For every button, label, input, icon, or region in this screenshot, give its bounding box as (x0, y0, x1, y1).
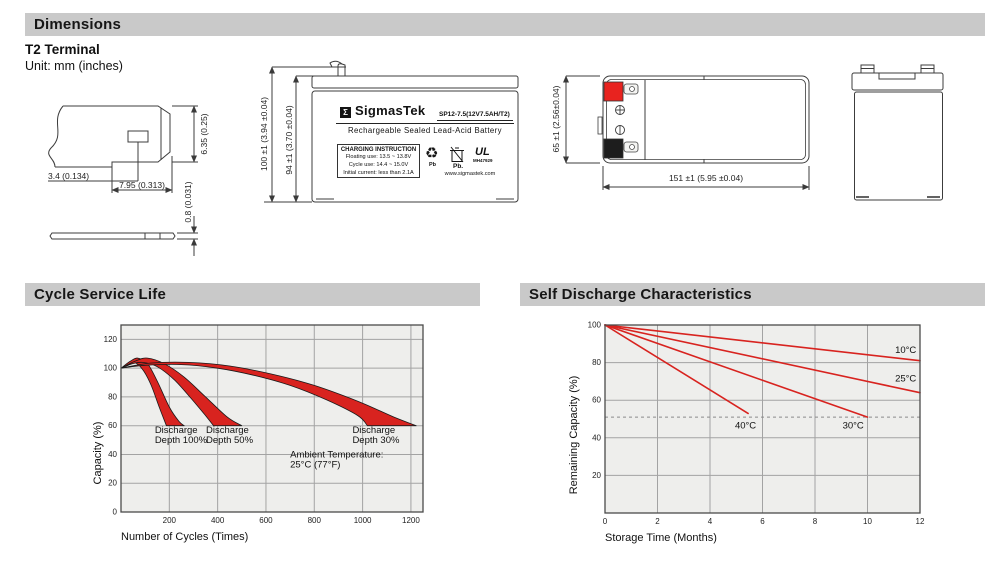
svg-text:100: 100 (104, 364, 118, 373)
brand-name: SigmasTek (355, 103, 426, 118)
svg-text:1000: 1000 (354, 516, 372, 525)
model-number: SP12-7.5(12V7.5AH/T2) (439, 111, 510, 118)
terminal-detail-drawing (48, 105, 198, 256)
dim-top-view-width: 151 ±1 (5.95 ±0.04) (668, 173, 744, 183)
charging-line-2: Cycle use: 14.4 ~ 15.0V (348, 162, 409, 169)
svg-text:Discharge: Discharge (155, 425, 198, 436)
svg-text:Storage Time (Months): Storage Time (Months) (605, 532, 717, 544)
svg-text:80: 80 (108, 392, 117, 401)
positive-terminal-marker (603, 81, 624, 102)
charging-line-3: Initial current: less than 2.1A (343, 170, 414, 177)
trash-bin-icon (450, 146, 464, 163)
svg-text:25°C: 25°C (895, 373, 916, 384)
svg-text:0: 0 (603, 517, 608, 526)
minus-symbol-icon (615, 125, 625, 135)
svg-text:Ambient Temperature:: Ambient Temperature: (290, 449, 383, 460)
svg-text:1200: 1200 (402, 516, 420, 525)
svg-text:Depth 100%: Depth 100% (155, 435, 208, 446)
cycle-service-life-chart: 200 400 600 800 1000 1200 0 20 40 60 80 100 120 Disch… (92, 324, 424, 543)
plus-symbol-icon (615, 105, 625, 115)
ul-file-number: MH47929 (473, 158, 493, 163)
section-title-self-discharge: Self Discharge Characteristics (520, 283, 985, 306)
svg-text:200: 200 (163, 516, 177, 525)
dim-case-height: 94 ±1 (3.70 ±0.04) (284, 105, 294, 175)
section-title-dimensions: Dimensions (25, 13, 985, 36)
svg-text:400: 400 (211, 516, 225, 525)
terminal-side-strip (49, 232, 176, 240)
svg-text:120: 120 (104, 335, 118, 344)
svg-text:60: 60 (592, 396, 601, 405)
svg-text:80: 80 (592, 358, 601, 367)
svg-text:12: 12 (916, 517, 925, 526)
ul-mark-icon: UL (475, 146, 490, 158)
dim-terminal-thickness: 0.8 (0.031) (183, 181, 193, 223)
label-rule (336, 123, 514, 124)
battery-label: Σ SigmasTek SP12-7.5(12V7.5AH/T2) Rechar… (312, 91, 518, 202)
svg-text:20: 20 (592, 471, 601, 480)
svg-text:40: 40 (108, 450, 117, 459)
dim-hole-offset: 3.4 (0.134) (48, 171, 90, 181)
pb-trash-label: Pb. (453, 163, 464, 170)
svg-text:Capacity (%): Capacity (%) (92, 422, 104, 485)
front-view-lid (311, 75, 519, 89)
svg-text:10°C: 10°C (895, 345, 916, 356)
svg-text:2: 2 (655, 517, 660, 526)
svg-text:60: 60 (108, 421, 117, 430)
charging-title: CHARGING INSTRUCTION (340, 147, 417, 153)
svg-text:6: 6 (760, 517, 765, 526)
dim-tab-width: 7.95 (0.313) (119, 180, 165, 190)
product-line: Rechargeable Sealed Lead-Acid Battery (348, 126, 502, 135)
dim-total-height: 100 ±1 (3.94 ±0.04) (259, 96, 269, 172)
svg-text:Depth 50%: Depth 50% (206, 435, 254, 446)
svg-text:800: 800 (308, 516, 322, 525)
svg-text:20: 20 (108, 479, 117, 488)
website-url: www.sigmastek.com (444, 171, 496, 177)
top-view-drawing (563, 75, 810, 190)
svg-text:40: 40 (592, 433, 601, 442)
negative-terminal-marker (603, 138, 624, 159)
svg-text:600: 600 (259, 516, 273, 525)
recycle-pb-icon: ♻ (425, 145, 439, 162)
terminal-type-label: T2 Terminal (25, 42, 100, 57)
svg-text:10: 10 (863, 517, 872, 526)
svg-text:30°C: 30°C (843, 420, 864, 431)
svg-text:Number of Cycles (Times): Number of Cycles (Times) (121, 531, 248, 543)
svg-text:100: 100 (588, 321, 602, 330)
svg-text:Depth 30%: Depth 30% (352, 435, 400, 446)
dim-tab-height: 6.35 (0.25) (199, 113, 209, 155)
front-view-body (311, 90, 519, 203)
svg-text:Discharge: Discharge (352, 425, 395, 436)
section-title-cycle-service-life: Cycle Service Life (25, 283, 480, 306)
side-view-drawing (851, 64, 944, 201)
charging-instruction-box: CHARGING INSTRUCTION Floating use: 13.5 … (337, 144, 420, 178)
brand-logo-icon: Σ (340, 107, 351, 118)
svg-text:0: 0 (113, 508, 118, 517)
label-rule (437, 120, 513, 121)
charging-line-1: Floating use: 13.5 ~ 13.8V (345, 154, 412, 160)
front-view-drawing (264, 60, 519, 203)
svg-text:4: 4 (708, 517, 713, 526)
svg-text:25°C (77°F): 25°C (77°F) (290, 459, 340, 470)
pb-recycle-label: Pb (429, 162, 437, 168)
terminal-hole (127, 130, 149, 143)
svg-text:8: 8 (813, 517, 818, 526)
self-discharge-chart: 10°C 25°C 30°C 40°C 0 2 4 6 8 10 12 20 40 60 80 100 Stor… (568, 321, 925, 545)
svg-text:Discharge: Discharge (206, 425, 249, 436)
dimension-drawings (48, 60, 944, 256)
dim-top-view-height: 65 ±1 (2.56±0.04) (551, 85, 561, 153)
svg-text:Remaining Capacity (%): Remaining Capacity (%) (568, 376, 580, 495)
unit-note: Unit: mm (inches) (25, 59, 123, 73)
svg-text:40°C: 40°C (735, 420, 756, 431)
